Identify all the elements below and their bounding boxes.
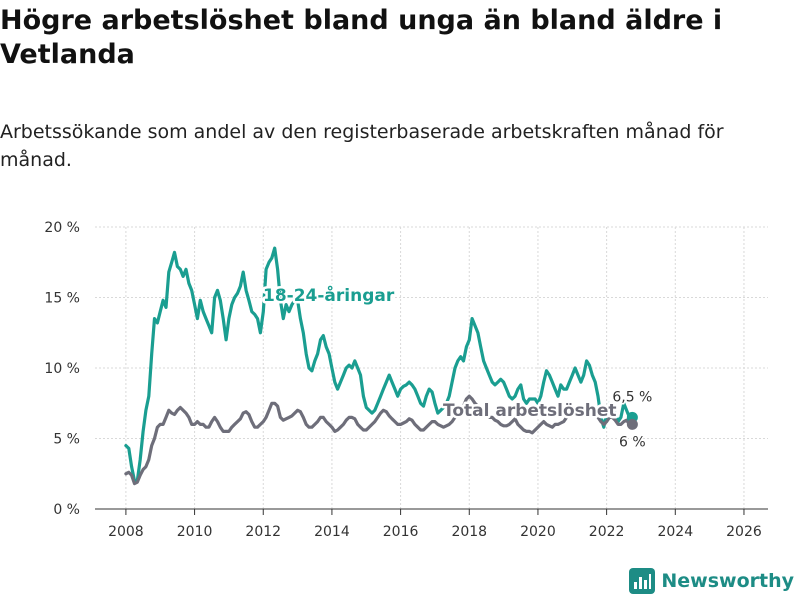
x-tick-label: 2008 [108,524,144,540]
y-tick-label: 5 % [53,432,80,448]
chart-series [124,246,634,486]
bar-chart-logo-icon [629,568,656,594]
x-tick-label: 2026 [726,524,762,540]
chart-title: Högre arbetslöshet bland unga än bland ä… [0,5,723,70]
brand-logo: Newsworthy [629,568,794,594]
chart-labels: 6,5 % 6 % 18-24-åringar Total arbetslöshet [261,282,654,452]
x-tick-label: 2012 [245,524,281,540]
x-tick-label: 2020 [520,524,556,540]
series-line [124,394,634,486]
x-tick-label: 2024 [657,524,693,540]
x-tick-label: 2018 [451,524,487,540]
x-tick-label: 2022 [589,524,625,540]
series-line [124,246,634,483]
x-tick-label: 2014 [314,524,350,540]
series-end-marker [626,418,638,430]
series-end-markers [626,411,638,430]
series-end-label: 6,5 % [612,389,652,405]
y-tick-label: 15 % [44,291,80,307]
series-label: 18-24-åringar [263,284,395,306]
chart-subtitle: Arbetssökande som andel av den registerb… [0,121,724,171]
y-axis-ticks: 0 % 5 % 10 % 15 % 20 % [44,220,80,518]
series-end-label: 6 % [619,434,646,450]
y-tick-label: 10 % [44,361,80,377]
series-label: Total arbetslöshet [443,401,617,421]
x-tick-label: 2016 [383,524,419,540]
chart-grid [95,226,768,510]
y-tick-label: 0 % [53,502,80,518]
x-tick-label: 2010 [177,524,213,540]
y-tick-label: 20 % [44,220,80,236]
x-axis-ticks: 2008 2010 2012 2014 2016 2018 2020 2022 2024 2026 [95,508,768,540]
brand-name: Newsworthy [661,570,794,592]
